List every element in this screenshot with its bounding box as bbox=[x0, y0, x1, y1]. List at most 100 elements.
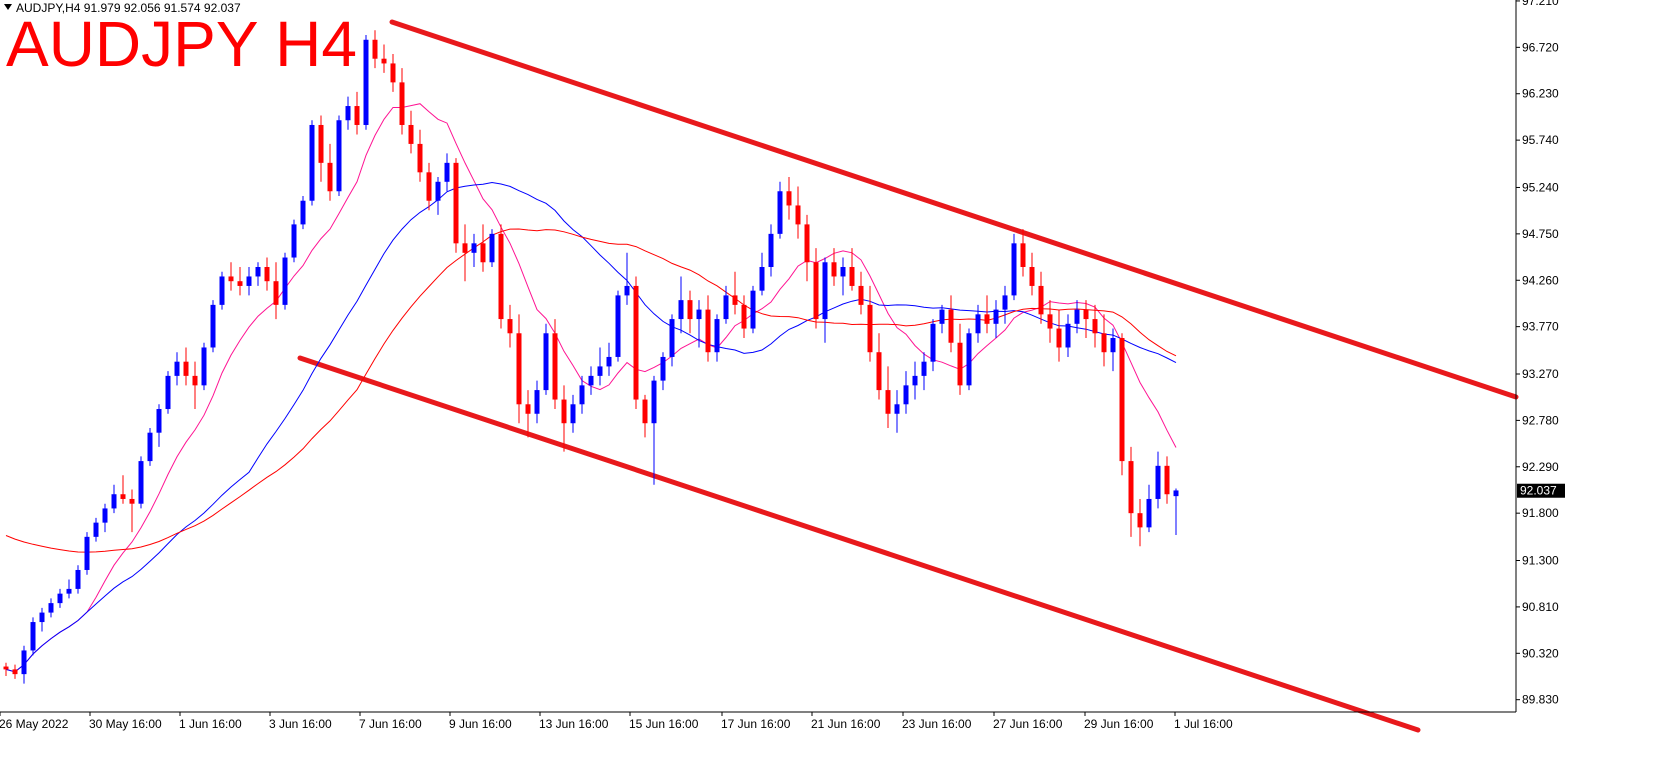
channel-lower-line[interactable] bbox=[297, 355, 1421, 733]
candle-body bbox=[768, 233, 774, 267]
candle-body bbox=[309, 124, 315, 201]
y-tick-label: 93.270 bbox=[1522, 367, 1559, 381]
candle-body bbox=[219, 276, 225, 305]
candle-bear bbox=[948, 295, 954, 353]
candle-body bbox=[669, 319, 675, 357]
x-tick-label: 3 Jun 16:00 bbox=[269, 717, 332, 731]
candle-body bbox=[903, 385, 909, 405]
candle-body bbox=[696, 309, 702, 320]
candle-body bbox=[957, 342, 963, 386]
candle-bull bbox=[75, 565, 81, 594]
current-price-marker bbox=[1517, 483, 1565, 498]
candle-bull bbox=[768, 224, 774, 277]
y-tick-label: 92.290 bbox=[1522, 460, 1559, 474]
chart-overlay-title: AUDJPY H4 bbox=[6, 8, 357, 80]
dropdown-triangle-icon[interactable] bbox=[4, 4, 12, 10]
candle-bear bbox=[372, 30, 378, 69]
x-tick-label: 27 Jun 16:00 bbox=[993, 717, 1063, 731]
candle-bull bbox=[210, 300, 216, 353]
candle-bull bbox=[615, 290, 621, 362]
candle-bear bbox=[642, 394, 648, 438]
candle-bear bbox=[507, 304, 513, 348]
candle-bear bbox=[453, 158, 459, 253]
candle-bull bbox=[1173, 488, 1179, 535]
candle-bull bbox=[147, 427, 153, 466]
candle-bear bbox=[1038, 271, 1044, 324]
candle-bear bbox=[183, 347, 189, 386]
candle-body bbox=[390, 63, 396, 83]
candle-body bbox=[885, 390, 891, 414]
candle-body bbox=[1173, 490, 1179, 497]
candle-bull bbox=[471, 233, 477, 267]
candle-bull bbox=[894, 390, 900, 433]
candle-body bbox=[1101, 333, 1107, 353]
candle-bull bbox=[93, 517, 99, 542]
candle-body bbox=[336, 120, 342, 192]
candle-bull bbox=[1065, 314, 1071, 357]
candle-body bbox=[1029, 267, 1035, 286]
candle-body bbox=[426, 172, 432, 201]
candle-bull bbox=[282, 252, 288, 310]
candle-body bbox=[354, 106, 360, 125]
ma-slow-line bbox=[5, 228, 1177, 553]
candle-bear bbox=[1128, 446, 1134, 537]
candle-bull bbox=[1074, 300, 1080, 334]
candle-body bbox=[615, 295, 621, 357]
candle-body bbox=[363, 39, 369, 125]
candle-body bbox=[1083, 309, 1089, 320]
symbol-info-header[interactable]: AUDJPY,H4 91.979 92.056 91.574 92.037 bbox=[4, 1, 241, 15]
candle-bear bbox=[957, 323, 963, 395]
candle-bull bbox=[579, 375, 585, 414]
candle-body bbox=[1020, 243, 1026, 267]
candle-body bbox=[57, 593, 63, 604]
candle-body bbox=[1065, 323, 1071, 348]
candle-bear bbox=[984, 295, 990, 334]
candle-body bbox=[975, 314, 981, 334]
candle-bull bbox=[435, 177, 441, 215]
candle-body bbox=[75, 569, 81, 589]
candle-body bbox=[381, 58, 387, 64]
candle-bull bbox=[156, 404, 162, 447]
candle-body bbox=[678, 300, 684, 320]
candle-bear bbox=[417, 129, 423, 182]
candle-bull bbox=[534, 380, 540, 424]
candle-body bbox=[1164, 465, 1170, 495]
candle-bear bbox=[390, 53, 396, 92]
channel-upper-line[interactable] bbox=[389, 19, 1519, 400]
candle-body bbox=[84, 536, 90, 570]
candle-bull bbox=[174, 352, 180, 386]
candle-bear bbox=[408, 110, 414, 154]
candle-body bbox=[606, 356, 612, 367]
candle-body bbox=[165, 375, 171, 410]
candle-body bbox=[804, 224, 810, 263]
candle-bear bbox=[1056, 309, 1062, 362]
candle-bull bbox=[255, 262, 261, 286]
candle-bear bbox=[129, 489, 135, 533]
candle-bear bbox=[1047, 300, 1053, 343]
candle-bull bbox=[840, 257, 846, 296]
candle-body bbox=[174, 361, 180, 376]
candle-body bbox=[723, 295, 729, 320]
candle-body bbox=[543, 333, 549, 391]
candle-bear bbox=[498, 224, 504, 329]
candles bbox=[3, 30, 1179, 684]
candle-bull bbox=[165, 371, 171, 414]
candle-body bbox=[246, 276, 252, 286]
candle-bear bbox=[237, 267, 243, 296]
candle-body bbox=[93, 522, 99, 537]
candle-body bbox=[633, 285, 639, 400]
candle-bull bbox=[921, 352, 927, 391]
candle-body bbox=[120, 494, 126, 499]
candle-bear bbox=[1137, 498, 1143, 547]
candle-bull bbox=[777, 181, 783, 239]
candle-bear bbox=[858, 271, 864, 315]
candle-bull bbox=[219, 271, 225, 310]
candle-body bbox=[372, 39, 378, 59]
candle-bull bbox=[309, 120, 315, 206]
x-tick-label: 30 May 16:00 bbox=[89, 717, 162, 731]
candle-body bbox=[48, 603, 54, 613]
y-tick-label: 93.770 bbox=[1522, 320, 1559, 334]
candle-bull bbox=[597, 347, 603, 386]
